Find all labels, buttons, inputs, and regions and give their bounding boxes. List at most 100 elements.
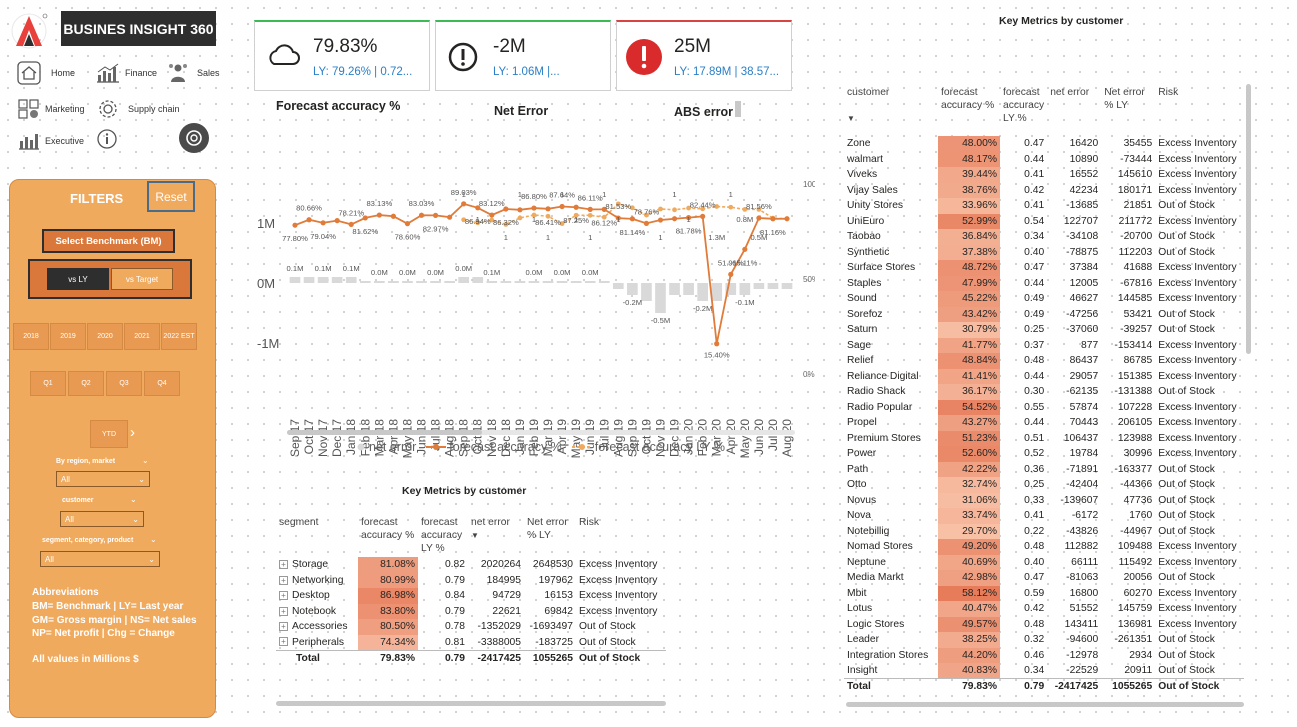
info-button[interactable] [96,128,118,155]
table-row[interactable]: Power 52.60% 0.52 19784 30996 Excess Inventor… [844,446,1244,462]
table-row[interactable]: Media Markt 42.98% 0.47 -81063 20056 Out of S… [844,570,1244,586]
customer-table-scrollbar[interactable] [1246,84,1251,354]
table-row[interactable]: Synthetic 37.38% 0.40 -78875 112203 Out of St… [844,244,1244,260]
kpi-card-net-error[interactable]: -2M LY: 1.06M |... [435,20,611,91]
column-header[interactable]: forecast accuracy LY % [1003,87,1045,124]
table-row[interactable]: + Storage 81.08% 0.82 2020264 2648530 Excess I… [276,557,666,573]
table-row[interactable]: Viveks 39.44% 0.41 16552 145610 Excess Invent… [844,167,1244,183]
year-2022-button[interactable]: 2022 EST [161,323,197,350]
marketing-icon [18,99,39,119]
segment-table-scrollbar[interactable] [276,701,666,706]
ytd-button[interactable]: YTD [90,420,128,448]
table-row[interactable]: + Peripherals 74.34% 0.81 -3388005 -183725 Out… [276,634,666,650]
table-row[interactable]: Nomad Stores 49.20% 0.48 112882 109488 Excess… [844,539,1244,555]
chevron-down-icon[interactable]: ⌄ [142,456,149,465]
table-row[interactable]: Otto 32.74% 0.25 -42404 -44366 Out of Stock [844,477,1244,493]
support-button[interactable] [179,123,209,153]
column-header[interactable]: segment [279,517,319,528]
year-2020-button[interactable]: 2020 [87,323,123,350]
nav-home[interactable]: Home [17,61,75,85]
year-2018-button[interactable]: 2018 [13,323,49,350]
forecast-accuracy-cell: 40.83% [938,663,1000,679]
chevron-down-icon[interactable]: ⌄ [150,535,157,544]
vs-ly-button[interactable]: vs LY [47,268,109,290]
table-row[interactable]: Surface Stores 48.72% 0.47 37384 41688 Excess… [844,260,1244,276]
column-header[interactable]: forecast accuracy LY % [418,514,468,557]
expand-icon[interactable]: + [279,622,288,632]
chevron-right-icon[interactable]: › [130,424,135,441]
table-row[interactable]: Staples 47.99% 0.44 12005 -67816 Excess Inven… [844,275,1244,291]
table-cell: 12005 [1069,277,1099,289]
expand-icon[interactable]: + [279,606,288,616]
table-row[interactable]: Premium Stores 51.23% 0.51 106437 123988 Exce… [844,430,1244,446]
customer-dropdown[interactable]: All ⌄ [60,511,144,527]
table-row[interactable]: Saturn 30.79% 0.25 -37060 -39257 Out of Stock [844,322,1244,338]
table-row[interactable]: Radio Popular 54.52% 0.55 57874 107228 Excess… [844,399,1244,415]
table-row[interactable]: Relief 48.84% 0.48 86437 86785 Excess Invento… [844,353,1244,369]
region-dropdown[interactable]: All ⌄ [56,471,150,487]
table-cell: Radio Shack [847,386,906,398]
table-row[interactable]: Mbit 58.12% 0.59 16800 60270 Excess Inventory [844,585,1244,601]
customer-table-hscroll[interactable] [846,702,1244,707]
table-row[interactable]: Logic Stores 49.57% 0.48 143411 136981 Excess… [844,616,1244,632]
table-row[interactable]: Neptune 40.69% 0.40 66111 115492 Excess Inven… [844,554,1244,570]
kpi-card-abs-error[interactable]: 25M LY: 17.89M | 38.57... [616,20,792,91]
forecast-accuracy-ly-point [587,212,593,218]
table-row[interactable]: UniEuro 52.99% 0.54 122707 211772 Excess Inve… [844,213,1244,229]
table-row[interactable]: Reliance Digital 41.41% 0.44 29057 151385 Exc… [844,368,1244,384]
column-header[interactable]: Net error % LY [527,517,568,541]
table-row[interactable]: Zone 48.00% 0.47 16420 35455 Excess Inventory [844,136,1244,152]
quarter-q2-button[interactable]: Q2 [68,371,104,396]
table-row[interactable]: Vijay Sales 38.76% 0.42 42234 180171 Excess I… [844,182,1244,198]
table-row[interactable]: Radio Shack 36.17% 0.30 -62135 -131388 Out of… [844,384,1244,400]
column-header[interactable]: forecast accuracy % [941,87,995,111]
table-row[interactable]: Propel 43.27% 0.44 70443 206105 Excess Invent… [844,415,1244,431]
table-row[interactable]: Novus 31.06% 0.33 -139607 47736 Out of Stock [844,492,1244,508]
kpi-card-forecast-accuracy[interactable]: 79.83% LY: 79.26% | 0.72... [254,20,430,91]
table-row[interactable]: Integration Stores 44.20% 0.46 -12978 2934 Ou… [844,647,1244,663]
expand-icon[interactable]: + [279,560,288,570]
chart-scrollbar[interactable] [287,430,482,435]
chevron-down-icon[interactable]: ⌄ [130,495,137,504]
quarter-q1-button[interactable]: Q1 [30,371,66,396]
quarter-q4-button[interactable]: Q4 [144,371,180,396]
column-header[interactable]: forecast accuracy % [361,517,415,541]
table-row[interactable]: Taobao 36.84% 0.34 -34108 -20700 Out of Stock [844,229,1244,245]
expand-icon[interactable]: + [279,575,288,585]
column-header[interactable]: Risk [1158,87,1179,98]
column-header[interactable]: Risk [579,517,600,528]
segment-dropdown[interactable]: All ⌄ [40,551,160,567]
quarter-q3-button[interactable]: Q3 [106,371,142,396]
expand-icon[interactable]: + [279,591,288,601]
expand-icon[interactable]: + [279,637,288,647]
nav-sales[interactable]: Sales [167,62,220,84]
table-row[interactable]: Sorefoz 43.42% 0.49 -47256 53421 Out of Stock [844,306,1244,322]
table-row[interactable]: + Networking 80.99% 0.79 184995 197962 Excess … [276,572,666,588]
vs-target-button[interactable]: vs Target [111,268,173,290]
nav-executive[interactable]: Executive [17,131,84,151]
reset-button[interactable]: Reset [147,181,195,212]
table-row[interactable]: Notebillig 29.70% 0.22 -43826 -44967 Out of S… [844,523,1244,539]
nav-finance[interactable]: Finance [95,62,157,84]
nav-supply-chain[interactable]: Supply chain [97,98,180,120]
table-row[interactable]: walmart 48.17% 0.44 10890 -73444 Excess Inven… [844,151,1244,167]
nav-marketing[interactable]: Marketing [17,98,85,120]
table-row[interactable]: Insight 40.83% 0.34 -22529 20911 Out of Stock [844,663,1244,679]
table-row[interactable]: Nova 33.74% 0.41 -6172 1760 Out of Stock [844,508,1244,524]
table-row[interactable]: Sage 41.77% 0.37 877 -153414 Excess Inventory [844,337,1244,353]
table-row[interactable]: Path 42.22% 0.36 -71891 -163377 Out of Stock [844,461,1244,477]
year-2019-button[interactable]: 2019 [50,323,86,350]
table-row[interactable]: + Desktop 86.98% 0.84 94729 16153 Excess Inven… [276,588,666,604]
column-header[interactable]: net error ▼ [468,514,524,557]
forecast-accuracy-ly-point [489,217,495,223]
column-header[interactable]: net error [1050,87,1090,98]
table-row[interactable]: Sound 45.22% 0.49 46627 144585 Excess Invento… [844,291,1244,307]
column-header[interactable]: customer ▼ [844,84,938,136]
table-row[interactable]: Lotus 40.47% 0.42 51552 145759 Excess Invento… [844,601,1244,617]
column-header[interactable]: Net error % LY [1104,87,1145,111]
table-row[interactable]: + Accessories 80.50% 0.78 -1352029 -1693497 Ou… [276,619,666,635]
year-2021-button[interactable]: 2021 [124,323,160,350]
table-row[interactable]: Leader 38.25% 0.32 -94600 -261351 Out of Stoc… [844,632,1244,648]
table-row[interactable]: Unity Stores 33.96% 0.41 -13685 21851 Out of … [844,198,1244,214]
table-row[interactable]: + Notebook 83.80% 0.79 22621 69842 Excess Inve… [276,603,666,619]
